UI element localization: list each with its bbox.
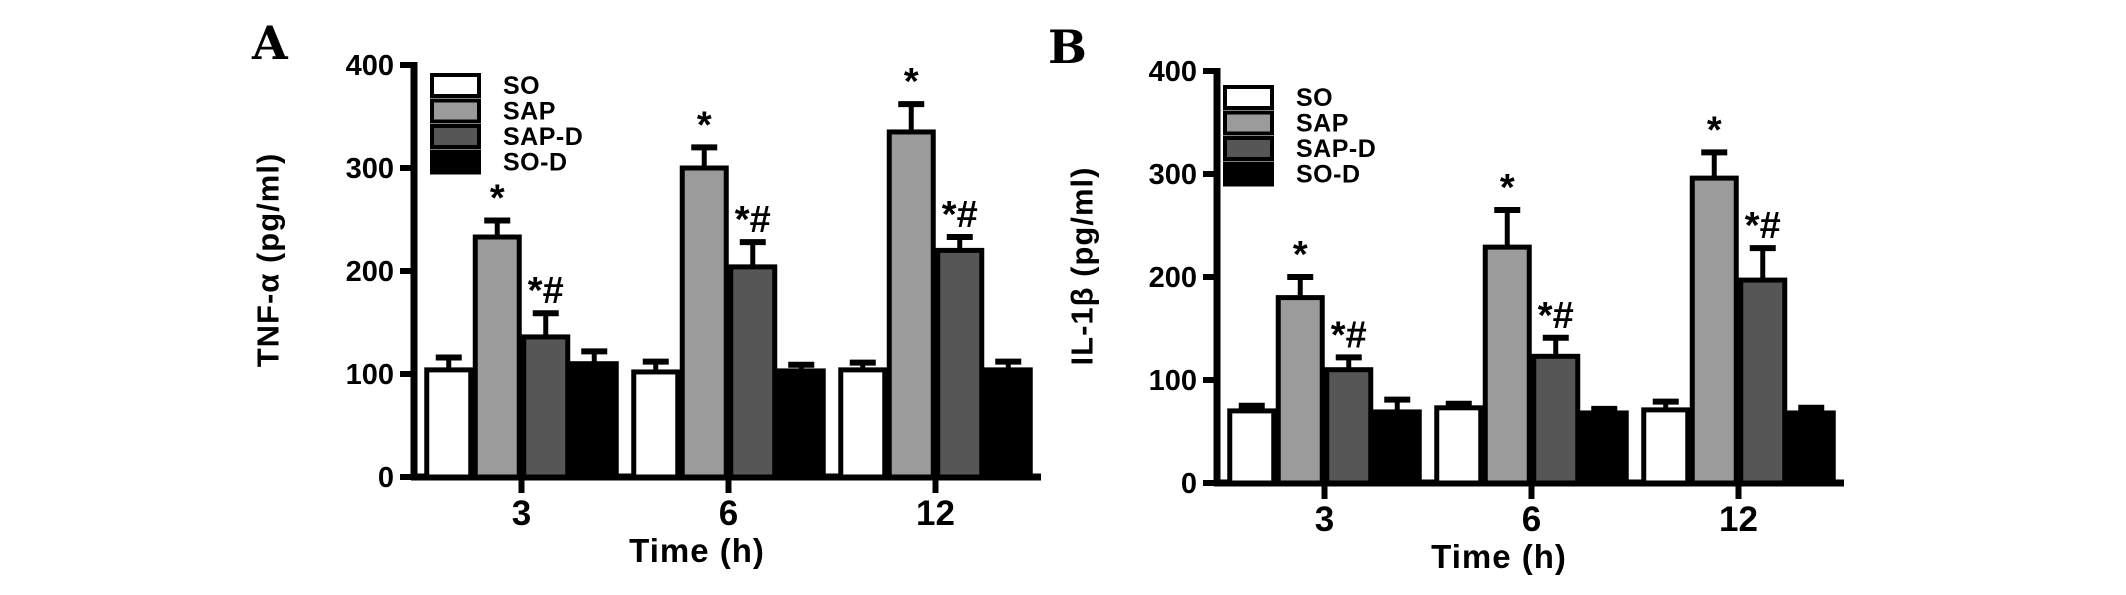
- panel-b-sig-marker-SAP-3h: *: [1293, 234, 1308, 276]
- panel-b-x-tick-label-12: 12: [1719, 500, 1758, 539]
- panel-a-bar-SO-3h: [424, 367, 474, 480]
- panel-a-bar-SAP-6h: [679, 165, 729, 480]
- panel-b-bar-SAP-D-6h: [1531, 353, 1581, 486]
- panel-b-legend-swatch-SAP-D: [1223, 136, 1274, 161]
- panel-a-sig-marker-SAP-12h: *: [904, 61, 919, 103]
- panel-b-bar-SO-D-6h: [1579, 410, 1629, 486]
- panel-b-bar-SO-D-12h: [1786, 410, 1836, 486]
- panel-a-bar-SAP-12h: [886, 129, 936, 480]
- panel-b-y-tick-label-100: 100: [1149, 365, 1197, 397]
- panel-b-y-tick-label-400: 400: [1149, 56, 1197, 88]
- panel-a-letter: A: [252, 16, 288, 70]
- panel-b-bar-SO-6h: [1434, 405, 1484, 486]
- panel-a-bar-SAP-D-3h: [521, 334, 571, 480]
- panel-a-legend-swatch-SAP: [430, 98, 481, 124]
- panel-b-legend-label-SO: SO: [1296, 84, 1333, 112]
- panel-a-bar-SO-D-12h: [983, 367, 1033, 480]
- panel-a-sig-marker-SAP-D-6h: *#: [735, 199, 771, 241]
- panel-a-sig-marker-SAP-3h: *: [490, 178, 505, 220]
- panel-a-bar-SAP-D-6h: [728, 264, 778, 480]
- panel-a-y-tick-label-0: 0: [378, 462, 394, 494]
- panel-a-bar-SO-6h: [631, 369, 681, 480]
- panel-b-sig-marker-SAP-12h: *: [1707, 109, 1722, 151]
- panel-b-legend-label-SAP-D: SAP-D: [1296, 135, 1376, 163]
- panel-b-bar-SAP-D-12h: [1738, 277, 1788, 486]
- panel-b-y-axis-title: IL-1β (pg/ml): [1064, 166, 1100, 366]
- panel-a-bar-SO-12h: [838, 367, 888, 480]
- panel-a-y-axis-title: TNF-α (pg/ml): [250, 152, 286, 368]
- panel-a-legend-label-SAP-D: SAP-D: [503, 123, 583, 151]
- panel-a-bar-SAP-3h: [472, 234, 522, 480]
- panel-a-legend-label-SO: SO: [503, 72, 540, 100]
- panel-b-sig-marker-SAP-D-12h: *#: [1745, 205, 1781, 247]
- panel-b-bar-SO-D-3h: [1372, 409, 1422, 486]
- panel-a-y-tick-label-400: 400: [346, 50, 394, 82]
- panel-b-legend-label-SAP: SAP: [1296, 110, 1349, 138]
- panel-b-legend-label-SO-D: SO-D: [1296, 161, 1361, 189]
- panel-a-legend-label-SAP: SAP: [503, 98, 556, 126]
- panel-a-sig-marker-SAP-D-3h: *#: [528, 270, 564, 312]
- panel-b-bar-SAP-D-3h: [1324, 367, 1374, 486]
- panel-b-x-tick-label-6: 6: [1522, 500, 1541, 539]
- panel-a-x-axis-title: Time (h): [629, 532, 765, 569]
- panel-a-legend-swatch-SO-D: [430, 149, 481, 175]
- panel-b-x-tick-label-3: 3: [1315, 500, 1334, 539]
- panel-b-letter: B: [1048, 20, 1087, 74]
- panel-a-bar-SAP-D-12h: [935, 247, 985, 480]
- panel-a-y-tick-label-200: 200: [346, 256, 394, 288]
- panel-a-x-tick-label-12: 12: [916, 494, 955, 533]
- panel-b-bar-SAP-12h: [1689, 175, 1739, 486]
- panel-a-y-tick-label-300: 300: [346, 153, 394, 185]
- panel-b-bar-SO-3h: [1227, 408, 1277, 486]
- panel-a-x-tick-label-3: 3: [512, 494, 531, 533]
- panel-b-sig-marker-SAP-D-3h: *#: [1331, 314, 1367, 356]
- panel-a-sig-marker-SAP-6h: *: [697, 104, 712, 146]
- panel-b-y-tick-label-200: 200: [1149, 262, 1197, 294]
- panel-b-x-axis-title: Time (h): [1431, 538, 1567, 575]
- panel-a-sig-marker-SAP-D-12h: *#: [942, 194, 978, 236]
- panel-a-legend-label-SO-D: SO-D: [503, 149, 568, 177]
- panel-a-bar-SO-D-6h: [776, 368, 826, 480]
- panel-b-y-tick-label-0: 0: [1181, 468, 1197, 500]
- panel-a-x-tick-label-6: 6: [719, 494, 738, 533]
- panel-b-legend-swatch-SAP: [1223, 110, 1274, 136]
- panel-b-sig-marker-SAP-D-6h: *#: [1538, 295, 1574, 337]
- panel-b-bar-SAP-6h: [1482, 244, 1532, 486]
- panel-b-bar-SO-12h: [1641, 407, 1691, 486]
- panel-b-legend-swatch-SO: [1223, 85, 1274, 110]
- panel-a-y-tick-label-100: 100: [346, 359, 394, 391]
- panel-b-bar-SAP-3h: [1275, 295, 1325, 486]
- panel-b-legend-swatch-SO-D: [1223, 161, 1274, 187]
- panel-b-y-tick-label-300: 300: [1149, 159, 1197, 191]
- panel-a-legend-swatch-SAP-D: [430, 124, 481, 149]
- panel-b-sig-marker-SAP-6h: *: [1500, 167, 1515, 209]
- panel-a-bar-SO-D-3h: [569, 361, 619, 480]
- panel-a-legend-swatch-SO: [430, 73, 481, 98]
